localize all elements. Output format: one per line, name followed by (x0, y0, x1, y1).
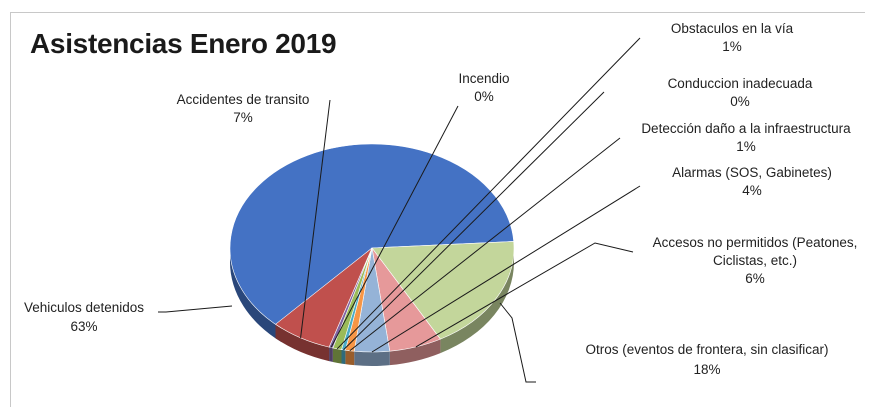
data-label-conduccion-line-2: 0% (730, 94, 750, 109)
slice-side-otros-eventos-de-frontera-sin-clasificar- (440, 248, 514, 354)
slice-side-accesos-no-permitidos-peatones-ciclistas-etc- (389, 339, 441, 366)
leader-line-obstaculos (336, 37, 641, 350)
data-label-obstaculos-line-2: 1% (722, 39, 742, 54)
data-label-vehiculos-line-1: Vehiculos detenidos (24, 300, 144, 315)
data-label-conduccion-line-1: Conduccion inadecuada (668, 76, 813, 91)
slice-side-obstaculos-en-la-v-a (332, 347, 342, 364)
data-label-incendio-line-1: Incendio (458, 71, 509, 86)
slice-otros-eventos-de-frontera-sin-clasificar- (371, 241, 515, 340)
data-label-otros-line-2: 18% (693, 362, 720, 377)
slice-vehiculos-detenidos (229, 143, 515, 329)
leader-line-vehiculos (158, 305, 233, 313)
data-label-deteccion-line-2: 1% (736, 139, 756, 154)
chart-title: Asistencias Enero 2019 (30, 28, 337, 59)
data-label-accesos-line-3: 6% (745, 271, 765, 286)
slice-side-conduccion-inadecuada (341, 349, 346, 365)
leader-line-accesos (415, 242, 634, 348)
slice-side-incendio (329, 347, 333, 362)
data-label-alarmas-line-2: 4% (742, 183, 762, 198)
data-label-deteccion-line-1: Detección daño a la infraestructura (641, 121, 851, 136)
leader-line-conduccion (343, 91, 605, 351)
data-label-accesos-line-1: Accesos no permitidos (Peatones, (653, 235, 858, 250)
frame-top-border (10, 12, 865, 13)
leader-line-alarmas (371, 185, 641, 353)
data-label-accidentes-line-1: Accidentes de transito (177, 92, 310, 107)
data-label-otros-line-1: Otros (eventos de frontera, sin clasific… (585, 342, 828, 357)
data-label-incendio-line-2: 0% (474, 89, 494, 104)
data-label-accesos-line-2: Ciclistas, etc.) (713, 253, 797, 268)
leader-line-otros (499, 302, 536, 383)
slice-side-accidentes-de-transito (275, 324, 330, 362)
data-label-alarmas-line-1: Alarmas (SOS, Gabinetes) (672, 165, 832, 180)
frame-left-border (10, 12, 11, 407)
leader-line-accidentes (300, 99, 331, 338)
slice-side-alarmas-sos-gabinetes- (354, 351, 390, 367)
data-label-vehiculos-line-2: 63% (70, 319, 97, 334)
leader-line-incendio (330, 105, 459, 348)
slice-side-detecci-n-da-o-a-la-infraestructura (345, 350, 355, 366)
pie-side-walls (230, 248, 514, 367)
data-label-obstaculos-line-1: Obstaculos en la vía (671, 21, 794, 36)
leader-line-deteccion (349, 137, 621, 352)
data-label-accidentes-line-2: 7% (233, 110, 253, 125)
